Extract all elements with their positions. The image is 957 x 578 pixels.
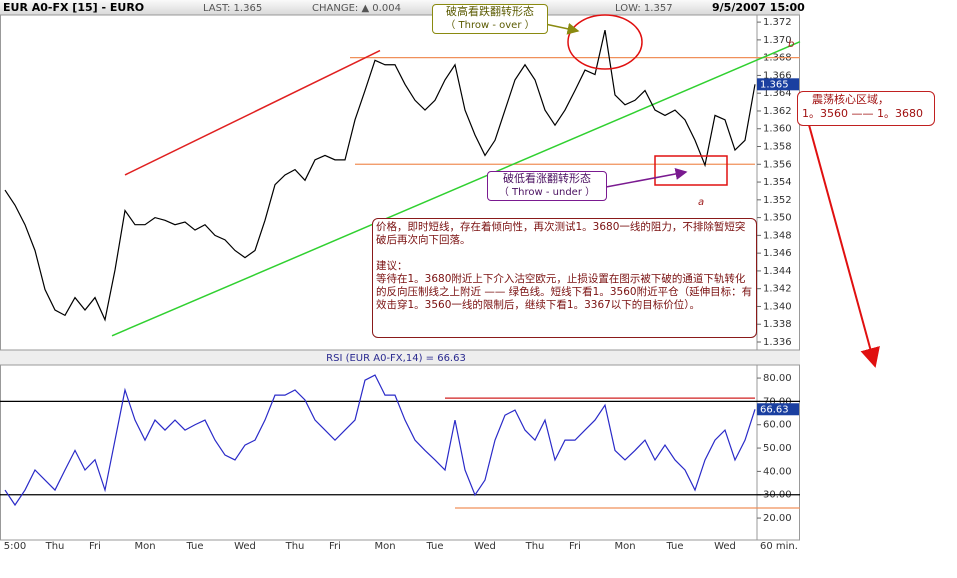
y-tick-label: 20.00 — [763, 513, 792, 524]
y-tick-label: 1.348 — [763, 230, 792, 241]
y-tick-label: 1.346 — [763, 248, 792, 259]
plot-area: 1.336 1.338 1.340 1.342 1.344 1.346 1.348 1.350… — [0, 14, 801, 552]
x-tick-label: Mon — [614, 541, 635, 552]
x-tick-label: Wed — [234, 541, 256, 552]
x-tick-label: Thu — [285, 541, 305, 552]
throw-under-box: 破低看涨翻转形态 （ Throw - under ） — [487, 171, 607, 201]
y-tick-label: 1.336 — [763, 337, 792, 348]
rsi-title-bar — [0, 350, 800, 365]
x-tick-label: Fri — [329, 541, 341, 552]
symbol: EUR A0-FX [15] - EURO — [3, 1, 144, 14]
commentary-text: 价格，即时短线，存在着倾向性，再次测试1。3680一线的阻力，不排除暂短突破后再… — [376, 221, 746, 246]
y-tick-label: 1.360 — [763, 124, 792, 135]
y-tick-label: 1.366 — [763, 70, 792, 81]
y-tick-label: 1.352 — [763, 195, 792, 206]
y-tick-label: 1.372 — [763, 17, 792, 28]
x-tick-label: Wed — [474, 541, 496, 552]
x-tick-label: Thu — [525, 541, 545, 552]
low: LOW: 1.357 — [615, 3, 673, 14]
y-tick-label: 1.362 — [763, 106, 792, 117]
x-tick-label: Mon — [134, 541, 155, 552]
y-tick-label: 60.00 — [763, 420, 792, 431]
data-line — [4, 29, 756, 322]
commentary-text: 建议： — [376, 260, 408, 272]
x-tick-label: Tue — [425, 541, 443, 552]
y-tick-label: 1.370 — [763, 35, 792, 46]
x-tick-label: Tue — [185, 541, 203, 552]
commentary-text: 等待在1。3680附近上下介入沽空欧元，止损设置在图示被下破的通道下轨转化的反向… — [376, 273, 753, 311]
y-tick-label: 50.00 — [763, 443, 792, 454]
y-tick-label: 1.354 — [763, 177, 792, 188]
x-tick-label: Mon — [374, 541, 395, 552]
x-tick-label: Fri — [569, 541, 581, 552]
x-unit-label: 60 min. — [760, 541, 798, 552]
y-tick-label: 1.340 — [763, 301, 792, 312]
last-value-marker — [757, 403, 799, 416]
y-tick-label: 1.338 — [763, 319, 792, 330]
y-tick-label: 40.00 — [763, 466, 792, 477]
x-tick-label: Fri — [89, 541, 101, 552]
highlight-rect — [654, 155, 728, 186]
annotation-text: 1。3560 —— 1。3680 — [802, 107, 923, 120]
chart-title: RSI (EUR A0-FX,14) = 66.63 — [326, 353, 466, 364]
annotation-text: （ Throw - under ） — [498, 187, 596, 198]
last-value-label: 66.63 — [760, 404, 789, 415]
last-value-marker — [757, 78, 799, 91]
y-tick-label: 1.358 — [763, 142, 792, 153]
panel — [0, 364, 800, 541]
x-tick-label: Wed — [714, 541, 736, 552]
y-tick-label: 80.00 — [763, 373, 792, 384]
x-tick-label: Thu — [45, 541, 65, 552]
datetime: 9/5/2007 15:00 — [712, 1, 805, 14]
data-line — [4, 374, 756, 507]
highlight-ellipse — [567, 14, 643, 70]
arrow — [544, 22, 580, 35]
arrow — [799, 91, 880, 368]
y-tick-label: 1.342 — [763, 284, 792, 295]
annotation-text: 破高看跌翻转形态 — [446, 5, 534, 18]
trend-line — [124, 49, 381, 176]
annotation-text: （ Throw - over ） — [445, 20, 535, 31]
y-tick-label: 1.350 — [763, 213, 792, 224]
y-tick-label: 1.356 — [763, 159, 792, 170]
commentary-box: 价格，即时短线，存在着倾向性，再次测试1。3680一线的阻力，不排除暂短突破后再… — [372, 218, 757, 338]
y-tick-label: 1.344 — [763, 266, 792, 277]
trend-line — [111, 40, 801, 337]
x-tick-label: 5:00 — [4, 541, 26, 552]
annotation-text: 破低看涨翻转形态 — [503, 172, 591, 185]
throw-over-box: 破高看跌翻转形态 （ Throw - over ） — [432, 4, 548, 34]
x-tick-label: Tue — [665, 541, 683, 552]
last: LAST: 1.365 — [203, 3, 262, 14]
point-label: b — [788, 39, 794, 50]
last-value-label: 1.365 — [760, 79, 789, 90]
header-bar — [0, 0, 800, 15]
change: CHANGE: ▲ 0.004 — [312, 3, 401, 14]
zone-box: 震荡核心区域， 1。3560 —— 1。3680 — [797, 91, 935, 126]
y-tick-label: 1.364 — [763, 88, 792, 99]
annotation-text: 震荡核心区域， — [812, 93, 889, 106]
point-label: a — [698, 197, 704, 208]
